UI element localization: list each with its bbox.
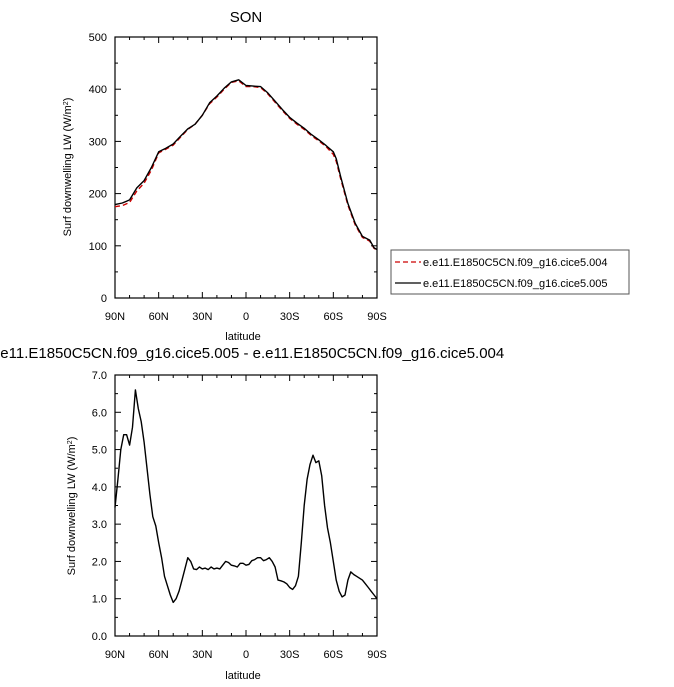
bottom-y-tick-label: 3.0 bbox=[92, 519, 107, 531]
bottom-plot-frame bbox=[114, 374, 378, 637]
bottom-y-tick-label: 7.0 bbox=[92, 370, 107, 382]
top-y-axis-label: Surf downwelling LW (W/m2) bbox=[62, 98, 74, 237]
top-y-tick-label: 0 bbox=[101, 293, 107, 305]
top-x-tick-label: 60S bbox=[324, 311, 344, 323]
top-x-axis: 90N 60N 30N 0 30S 60S 90S bbox=[105, 37, 387, 323]
bottom-x-axis: 90N 60N 30N 0 30S 60S 90S bbox=[105, 375, 387, 661]
top-x-tick-label: 60N bbox=[149, 311, 169, 323]
top-x-axis-label: latitude bbox=[225, 331, 260, 343]
bottom-y-axis-label: Surf downwelling LW (W/m2) bbox=[66, 437, 78, 576]
legend: e.e11.E1850C5CN.f09_g16.cice5.004 e.e11.… bbox=[390, 249, 630, 295]
top-y-tick-label: 500 bbox=[89, 32, 107, 44]
bottom-x-tick-label: 60S bbox=[324, 649, 344, 661]
bottom-y-tick-label: 0.0 bbox=[92, 631, 107, 643]
bottom-series-group bbox=[114, 389, 378, 604]
bottom-plot: e.e11.E1850C5CN.f09_g16.cice5.005 - e.e1… bbox=[0, 345, 504, 682]
top-plot: SON 0 100 200 300 400 500 90N 60N 30N 0 30S 60S 90S… bbox=[62, 9, 630, 343]
top-x-tick-label: 90S bbox=[367, 311, 387, 323]
legend-label-series-005: e.e11.E1850C5CN.f09_g16.cice5.005 bbox=[423, 278, 608, 290]
bottom-y-tick-label: 5.0 bbox=[92, 445, 107, 457]
top-x-tick-label: 30S bbox=[280, 311, 300, 323]
top-y-axis: 0 100 200 300 400 500 bbox=[89, 32, 377, 305]
bottom-x-tick-label: 90N bbox=[105, 649, 125, 661]
bottom-series-line-0 bbox=[114, 389, 378, 604]
bottom-y-tick-label: 4.0 bbox=[92, 482, 107, 494]
top-series-line-0 bbox=[114, 80, 378, 251]
top-y-tick-label: 100 bbox=[89, 241, 107, 253]
top-x-tick-label: 0 bbox=[243, 311, 249, 323]
legend-box bbox=[390, 249, 630, 295]
bottom-y-tick-label: 1.0 bbox=[92, 594, 107, 606]
bottom-y-axis: 0.0 1.0 2.0 3.0 4.0 5.0 6.0 7.0 bbox=[92, 370, 377, 643]
bottom-y-tick-label: 2.0 bbox=[92, 556, 107, 568]
bottom-x-tick-label: 90S bbox=[367, 649, 387, 661]
top-series-group bbox=[114, 79, 378, 251]
top-x-tick-label: 30N bbox=[192, 311, 212, 323]
bottom-chart-title: e.e11.E1850C5CN.f09_g16.cice5.005 - e.e1… bbox=[0, 345, 504, 362]
bottom-x-tick-label: 30S bbox=[280, 649, 300, 661]
top-y-tick-label: 400 bbox=[89, 84, 107, 96]
top-series-line-1 bbox=[114, 79, 378, 251]
bottom-x-tick-label: 60N bbox=[149, 649, 169, 661]
top-y-tick-label: 300 bbox=[89, 136, 107, 148]
bottom-x-axis-label: latitude bbox=[225, 670, 260, 682]
top-x-tick-label: 90N bbox=[105, 311, 125, 323]
bottom-x-tick-label: 30N bbox=[192, 649, 212, 661]
bottom-y-tick-label: 6.0 bbox=[92, 407, 107, 419]
top-chart-title: SON bbox=[230, 9, 263, 26]
legend-label-series-004: e.e11.E1850C5CN.f09_g16.cice5.004 bbox=[423, 257, 608, 269]
bottom-x-tick-label: 0 bbox=[243, 649, 249, 661]
top-y-tick-label: 200 bbox=[89, 189, 107, 201]
